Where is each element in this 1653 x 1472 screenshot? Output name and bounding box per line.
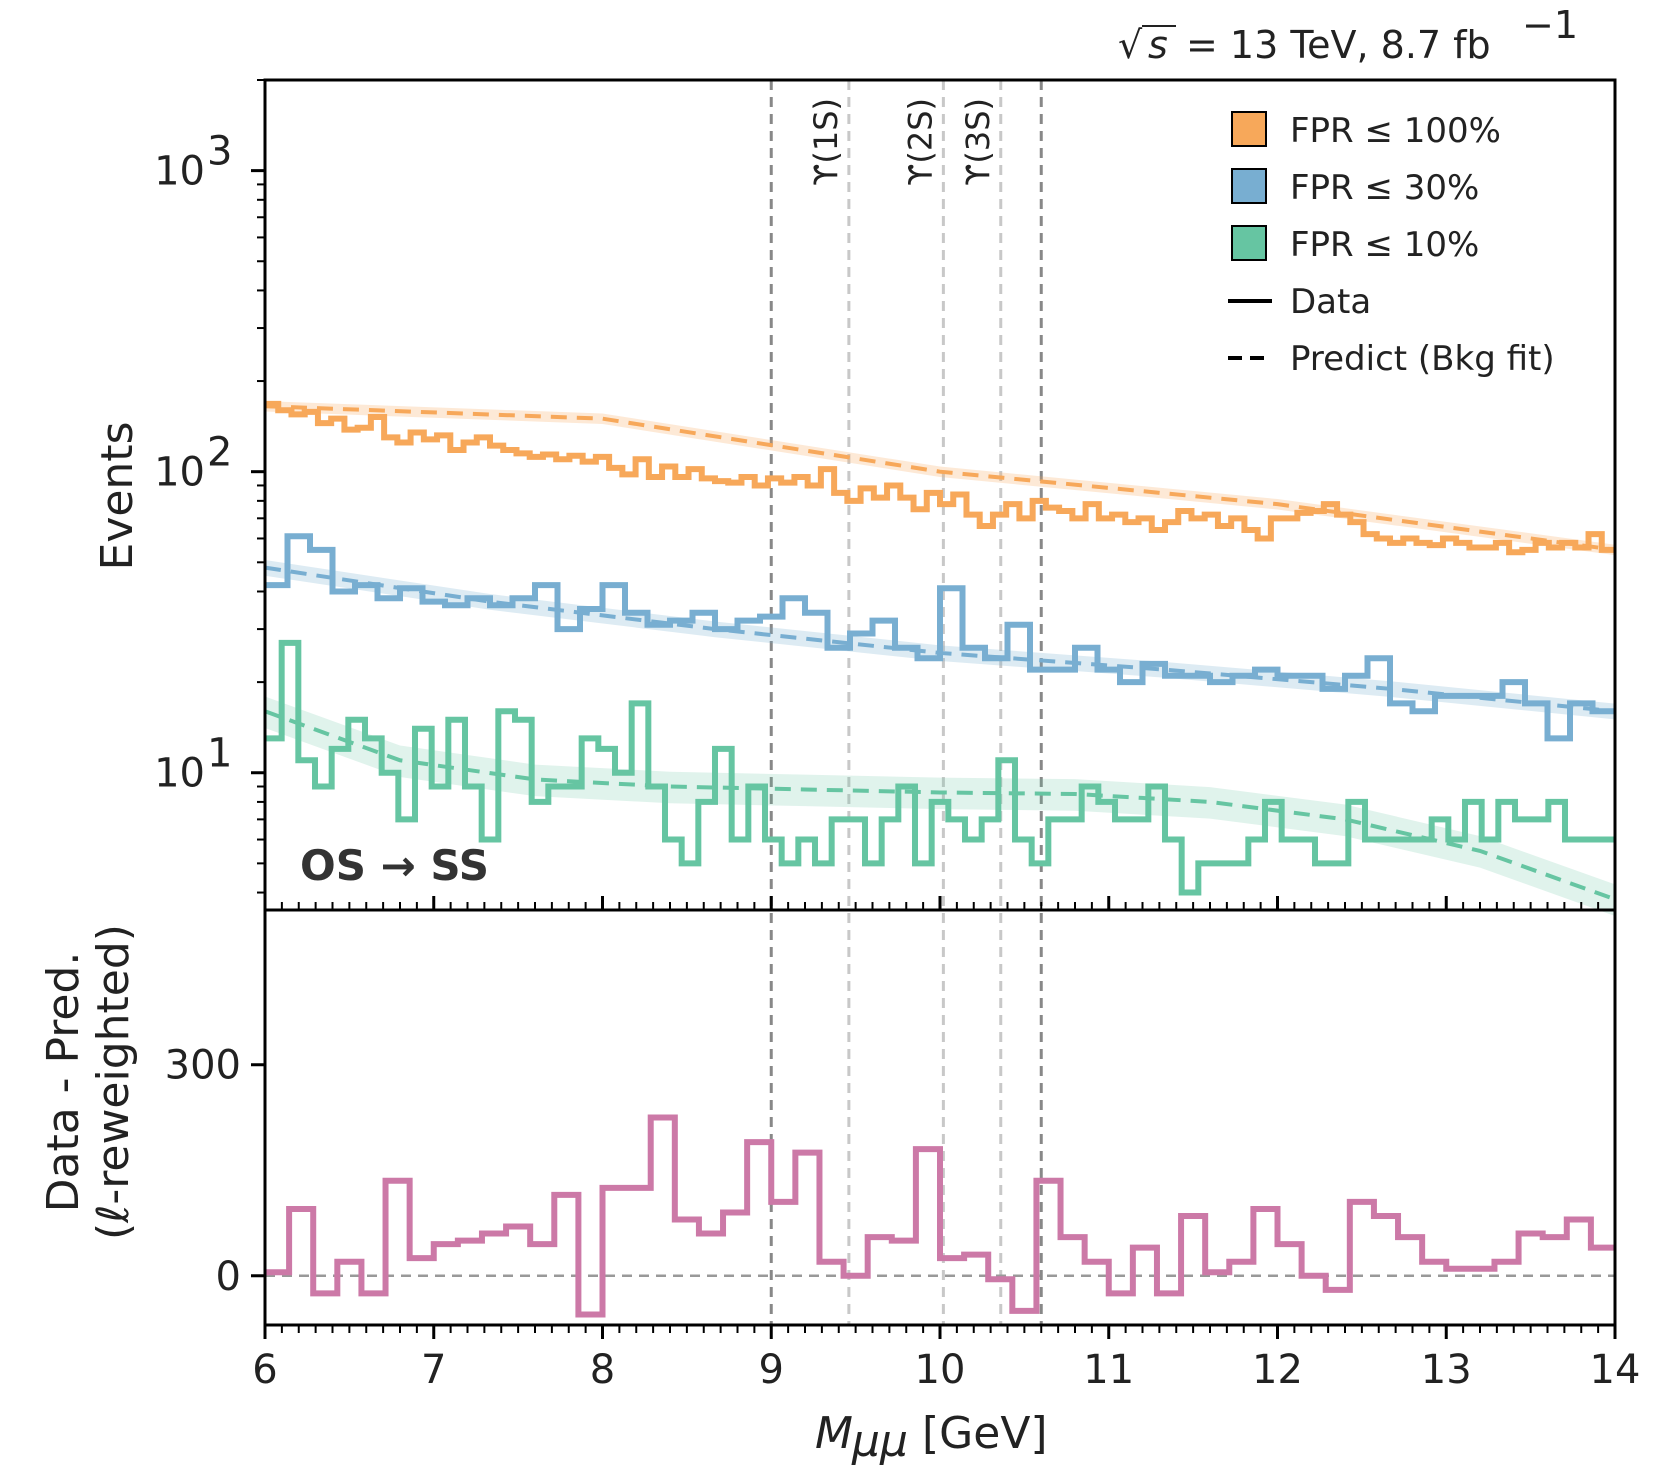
x-tick-label-5: 11 xyxy=(1083,1347,1134,1393)
legend-label-2: FPR ≤ 10% xyxy=(1290,225,1479,265)
legend-swatch-1 xyxy=(1231,168,1267,204)
top-ylabel: Events xyxy=(92,422,143,571)
legend: FPR ≤ 100% FPR ≤ 30% FPR ≤ 10% Data Predict … xyxy=(1228,111,1555,379)
x-axis-unit: [GeV] xyxy=(922,1408,1048,1459)
legend-entry-0: FPR ≤ 100% xyxy=(1231,111,1501,151)
top-ytick-label-0: 10 xyxy=(154,751,205,797)
bottom-ytick-label-0: 0 xyxy=(216,1254,241,1300)
x-tick-label-2: 8 xyxy=(590,1347,615,1393)
data-hist-fpr30 xyxy=(265,533,1615,742)
top-ytick-label-1: 10 xyxy=(154,450,205,496)
bottom-axes-frame xyxy=(263,908,1617,1327)
x-axis-title: M μμ [GeV] xyxy=(815,1408,1048,1467)
legend-entry-4: Predict (Bkg fit) xyxy=(1228,339,1555,379)
top-ytick-label-2: 10 xyxy=(154,149,205,195)
sqrt-s: s xyxy=(1148,23,1168,67)
bottom-ytick-label-1: 300 xyxy=(165,1043,241,1089)
legend-swatch-2 xyxy=(1231,225,1267,261)
x-tick-label-3: 9 xyxy=(759,1347,784,1393)
legend-label-4: Predict (Bkg fit) xyxy=(1290,339,1555,379)
resonance-label-0: ϒ(1S) xyxy=(807,98,845,186)
legend-label-3: Data xyxy=(1290,282,1371,322)
x-tick-label-4: 10 xyxy=(915,1347,966,1393)
fit-line-fpr30 xyxy=(264,565,1616,714)
legend-entry-2: FPR ≤ 10% xyxy=(1231,225,1479,265)
x-tick-label-0: 6 xyxy=(252,1347,277,1393)
fit-band-100 xyxy=(265,401,1615,556)
bottom-ylabel-line2: (ℓ-reweighted) xyxy=(88,924,139,1240)
top-ytick-exp-0: 1 xyxy=(207,731,232,777)
legend-swatch-0 xyxy=(1231,111,1267,147)
top-ytick-exp-2: 3 xyxy=(207,129,232,175)
bottom-panel: 0 300 6 7 8 9 10 11 12 13 14 xyxy=(165,908,1641,1393)
top-ytick-exp-1: 2 xyxy=(207,430,232,476)
region-label: OS → SS xyxy=(300,841,489,890)
data-hist-fpr100 xyxy=(265,400,1615,556)
fit-line-fpr10 xyxy=(264,709,1616,902)
fit-band-10 xyxy=(265,696,1615,916)
legend-label-1: FPR ≤ 30% xyxy=(1290,168,1479,208)
x-axis-subscript: μμ xyxy=(851,1416,908,1467)
lumi-exponent: −1 xyxy=(1522,3,1578,47)
fit-line-fpr100 xyxy=(264,404,1616,552)
resonance-label-1: ϒ(2S) xyxy=(901,98,939,186)
energy-lumi-header: √ s = 13 TeV, 8.7 fb −1 xyxy=(1118,3,1578,67)
data-hist-fpr10 xyxy=(265,639,1615,896)
bottom-ylabel-line1: Data - Pred. xyxy=(38,952,89,1213)
x-axis-var: M xyxy=(815,1408,853,1459)
sqrt-symbol: √ xyxy=(1118,23,1143,67)
x-tick-label-7: 13 xyxy=(1421,1347,1472,1393)
legend-entry-3: Data xyxy=(1228,282,1371,322)
energy-lumi-text: = 13 TeV, 8.7 fb xyxy=(1186,23,1491,67)
x-tick-label-6: 12 xyxy=(1252,1347,1303,1393)
resonance-label-2: ϒ(3S) xyxy=(959,98,997,186)
legend-entry-1: FPR ≤ 30% xyxy=(1231,168,1479,208)
legend-label-0: FPR ≤ 100% xyxy=(1290,111,1501,151)
x-tick-label-1: 7 xyxy=(421,1347,446,1393)
x-tick-label-8: 14 xyxy=(1590,1347,1641,1393)
residual-hist xyxy=(265,1114,1615,1318)
